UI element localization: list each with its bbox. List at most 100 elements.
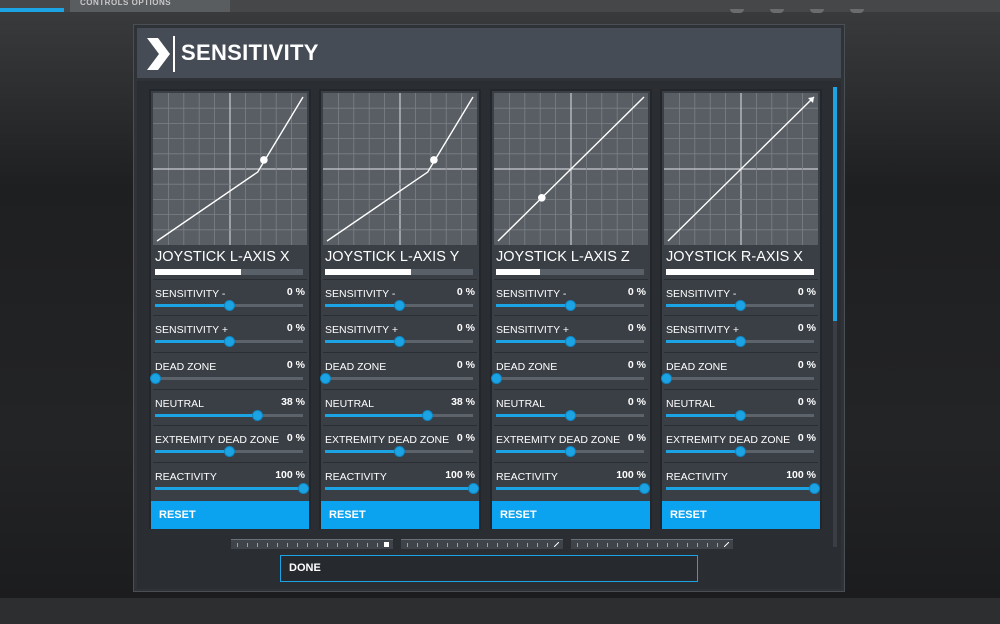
param-label: SENSITIVITY -	[666, 288, 737, 300]
slider-knob[interactable]	[661, 373, 672, 384]
scrollbar-thumb[interactable]	[833, 87, 837, 321]
param-slider[interactable]	[491, 373, 644, 384]
param-slider[interactable]	[325, 446, 473, 457]
response-curve-graph	[153, 93, 307, 245]
slider-knob[interactable]	[491, 373, 502, 384]
slider-knob[interactable]	[224, 446, 235, 457]
slider-knob[interactable]	[252, 410, 264, 421]
slider-knob[interactable]	[735, 446, 746, 457]
slider-knob[interactable]	[422, 410, 434, 421]
param-row: EXTREMITY DEAD ZONE 0 %	[664, 425, 818, 459]
axis-ruler	[231, 539, 393, 549]
slider-knob[interactable]	[224, 336, 235, 347]
dialog-header: SENSITIVITY	[137, 28, 841, 78]
param-slider[interactable]	[661, 373, 814, 384]
param-value: 0 %	[797, 396, 816, 408]
param-slider[interactable]	[155, 300, 303, 311]
param-row: DEAD ZONE 0 %	[491, 352, 648, 386]
reset-button[interactable]: RESET	[492, 501, 650, 529]
slider-knob[interactable]	[565, 446, 576, 457]
param-slider[interactable]	[666, 300, 814, 311]
done-button[interactable]: DONE	[280, 555, 698, 582]
slider-knob[interactable]	[394, 446, 405, 457]
param-value: 38 %	[281, 396, 305, 408]
param-slider[interactable]	[666, 410, 814, 421]
slider-knob[interactable]	[150, 373, 161, 384]
slider-knob[interactable]	[809, 483, 820, 494]
slider-knob[interactable]	[565, 336, 576, 347]
reset-button[interactable]: RESET	[662, 501, 820, 529]
param-slider[interactable]	[496, 410, 644, 421]
slider-knob[interactable]	[735, 336, 746, 347]
param-value: 0 %	[627, 359, 646, 371]
param-label: REACTIVITY	[155, 471, 217, 483]
param-slider[interactable]	[666, 446, 814, 457]
param-label: EXTREMITY DEAD ZONE	[496, 434, 621, 446]
axis-card: JOYSTICK R-AXIS X SENSITIVITY -0 % SENSITI…	[660, 89, 822, 529]
param-value: 0 %	[456, 286, 475, 298]
slider-knob[interactable]	[320, 373, 331, 384]
axis-input-fill	[155, 269, 241, 275]
dialog-body: JOYSTICK L-AXIS X SENSITIVITY -0 % SENSITI…	[137, 81, 841, 589]
param-value: 0 %	[286, 286, 305, 298]
param-slider[interactable]	[496, 300, 644, 311]
param-label: SENSITIVITY -	[496, 288, 567, 300]
response-curve	[667, 96, 815, 242]
axis-input-fill	[496, 269, 541, 275]
param-row: SENSITIVITY - 0 %	[323, 279, 477, 313]
slider-knob[interactable]	[394, 336, 405, 347]
slider-fill	[496, 487, 644, 490]
dialog-title: SENSITIVITY	[181, 40, 319, 65]
param-slider[interactable]	[155, 446, 303, 457]
curve-graph-panel	[664, 93, 818, 245]
param-slider[interactable]	[325, 483, 479, 494]
input-position-marker	[430, 156, 438, 164]
reset-button[interactable]: RESET	[151, 501, 309, 529]
slider-knob[interactable]	[224, 300, 235, 311]
param-row: SENSITIVITY + 0 %	[153, 315, 307, 349]
param-slider[interactable]	[496, 483, 650, 494]
param-slider[interactable]	[496, 446, 644, 457]
param-row: SENSITIVITY - 0 %	[153, 279, 307, 313]
param-value: 0 %	[627, 322, 646, 334]
slider-knob[interactable]	[565, 410, 576, 421]
param-label: NEUTRAL	[666, 398, 716, 410]
param-slider[interactable]	[666, 483, 820, 494]
axis-card: JOYSTICK L-AXIS Z SENSITIVITY -0 % SENSITI…	[490, 89, 652, 529]
param-value: 100 %	[786, 469, 816, 481]
param-slider[interactable]	[325, 300, 473, 311]
param-value: 0 %	[456, 322, 475, 334]
slider-knob[interactable]	[394, 300, 405, 311]
param-label: EXTREMITY DEAD ZONE	[325, 434, 450, 446]
slider-fill	[155, 414, 258, 417]
param-row: EXTREMITY DEAD ZONE 0 %	[323, 425, 477, 459]
slider-knob[interactable]	[639, 483, 650, 494]
param-label: DEAD ZONE	[155, 361, 217, 373]
param-value: 0 %	[797, 432, 816, 444]
param-label: EXTREMITY DEAD ZONE	[155, 434, 280, 446]
param-slider[interactable]	[325, 336, 473, 347]
param-slider[interactable]	[155, 410, 303, 421]
param-slider[interactable]	[150, 373, 303, 384]
param-slider[interactable]	[496, 336, 644, 347]
axis-name: JOYSTICK L-AXIS X	[155, 249, 290, 265]
param-slider[interactable]	[155, 336, 303, 347]
param-label: REACTIVITY	[496, 471, 558, 483]
curve-graph-panel	[494, 93, 648, 245]
param-slider[interactable]	[325, 410, 473, 421]
slider-knob[interactable]	[735, 410, 746, 421]
slider-knob[interactable]	[565, 300, 576, 311]
slider-knob[interactable]	[298, 483, 309, 494]
param-slider[interactable]	[155, 483, 309, 494]
param-value: 0 %	[627, 396, 646, 408]
topbar-accent	[0, 8, 64, 12]
param-row: SENSITIVITY + 0 %	[323, 315, 477, 349]
slider-knob[interactable]	[468, 483, 479, 494]
slider-knob[interactable]	[735, 300, 746, 311]
slider-fill	[325, 450, 399, 453]
param-slider[interactable]	[666, 336, 814, 347]
reset-button[interactable]: RESET	[321, 501, 479, 529]
curve-graph-panel	[323, 93, 477, 245]
param-row: REACTIVITY 100 %	[153, 462, 309, 496]
param-slider[interactable]	[320, 373, 473, 384]
